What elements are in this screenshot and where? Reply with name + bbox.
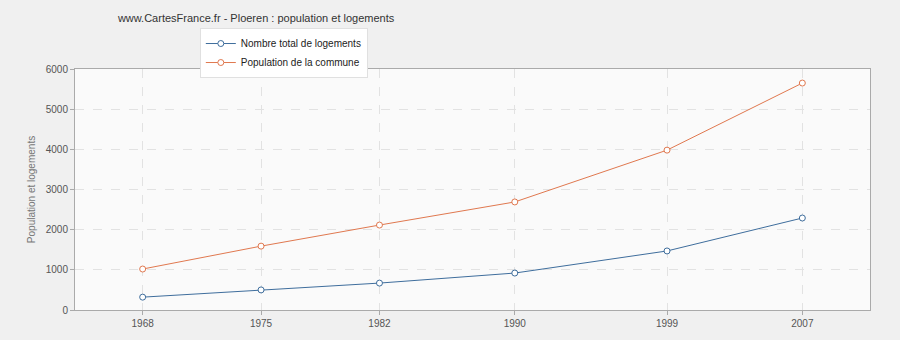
svg-text:Population et logements: Population et logements	[26, 136, 37, 243]
svg-text:1968: 1968	[132, 318, 155, 329]
svg-text:6000: 6000	[46, 64, 69, 75]
svg-text:1000: 1000	[46, 264, 69, 275]
svg-text:1982: 1982	[368, 318, 391, 329]
svg-text:Nombre total de logements: Nombre total de logements	[241, 38, 361, 49]
svg-text:1975: 1975	[250, 318, 273, 329]
svg-text:2000: 2000	[46, 224, 69, 235]
svg-text:Population de la commune: Population de la commune	[241, 57, 360, 68]
svg-text:3000: 3000	[46, 184, 69, 195]
svg-text:1999: 1999	[656, 318, 679, 329]
svg-text:0: 0	[62, 305, 68, 316]
svg-text:www.CartesFrance.fr - Ploeren: www.CartesFrance.fr - Ploeren : populati…	[117, 12, 395, 24]
svg-text:1990: 1990	[504, 318, 527, 329]
svg-text:5000: 5000	[46, 104, 69, 115]
svg-text:2007: 2007	[791, 318, 814, 329]
svg-text:4000: 4000	[46, 144, 69, 155]
